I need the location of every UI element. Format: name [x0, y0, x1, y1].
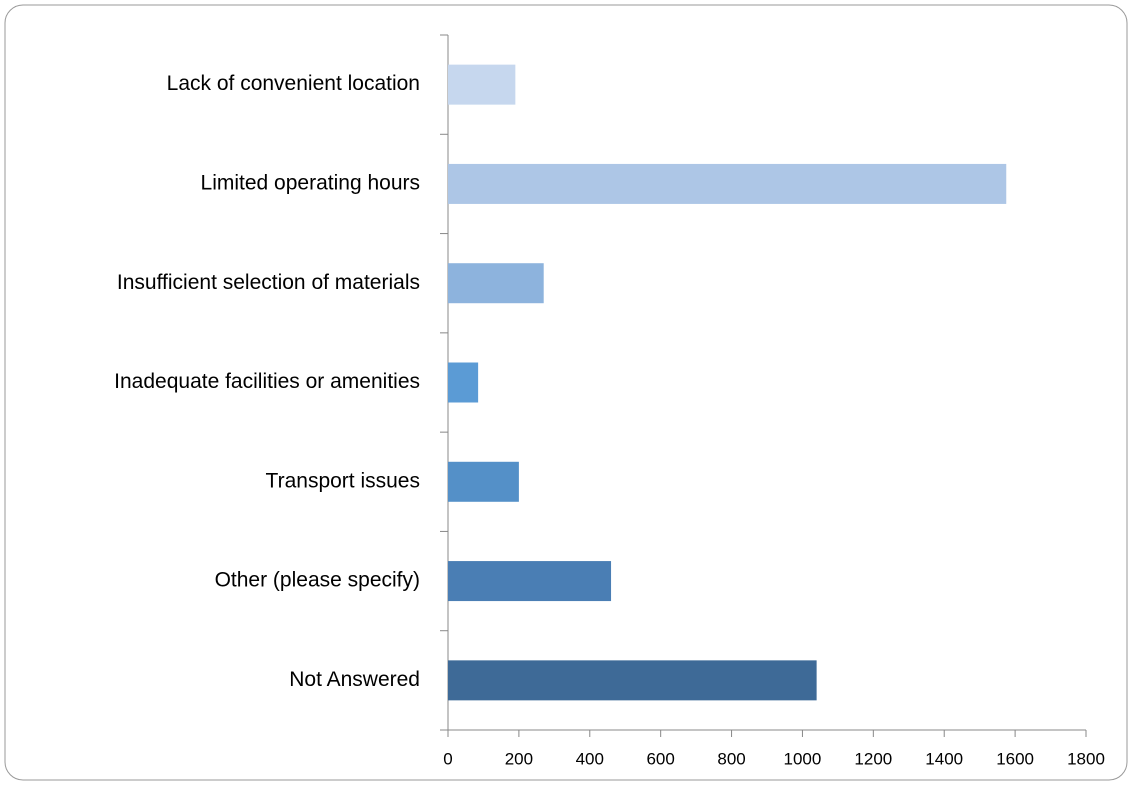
bar [448, 660, 817, 701]
y-tick-label: Other (please specify) [215, 569, 420, 592]
bar [448, 461, 519, 502]
y-tick-label: Limited operating hours [201, 171, 420, 194]
bar [448, 362, 479, 403]
x-tick-label: 0 [443, 749, 452, 768]
x-tick-label: 600 [646, 749, 674, 768]
y-tick-label: Insufficient selection of materials [117, 271, 420, 294]
x-tick-label: 800 [717, 749, 745, 768]
y-tick-label: Not Answered [289, 668, 420, 691]
x-tick-label: 1200 [854, 749, 892, 768]
x-tick-label: 200 [505, 749, 533, 768]
y-tick-label: Inadequate facilities or amenities [114, 370, 420, 393]
bar [448, 163, 1007, 204]
x-tick-label: 1000 [784, 749, 822, 768]
bar [448, 561, 612, 602]
x-tick-label: 1600 [996, 749, 1034, 768]
x-tick-label: 1400 [925, 749, 963, 768]
x-tick-label: 1800 [1067, 749, 1105, 768]
y-tick-label: Lack of convenient location [167, 72, 420, 95]
bar [448, 263, 544, 304]
bar [448, 64, 516, 105]
x-tick-label: 400 [576, 749, 604, 768]
y-tick-label: Transport issues [266, 469, 420, 492]
